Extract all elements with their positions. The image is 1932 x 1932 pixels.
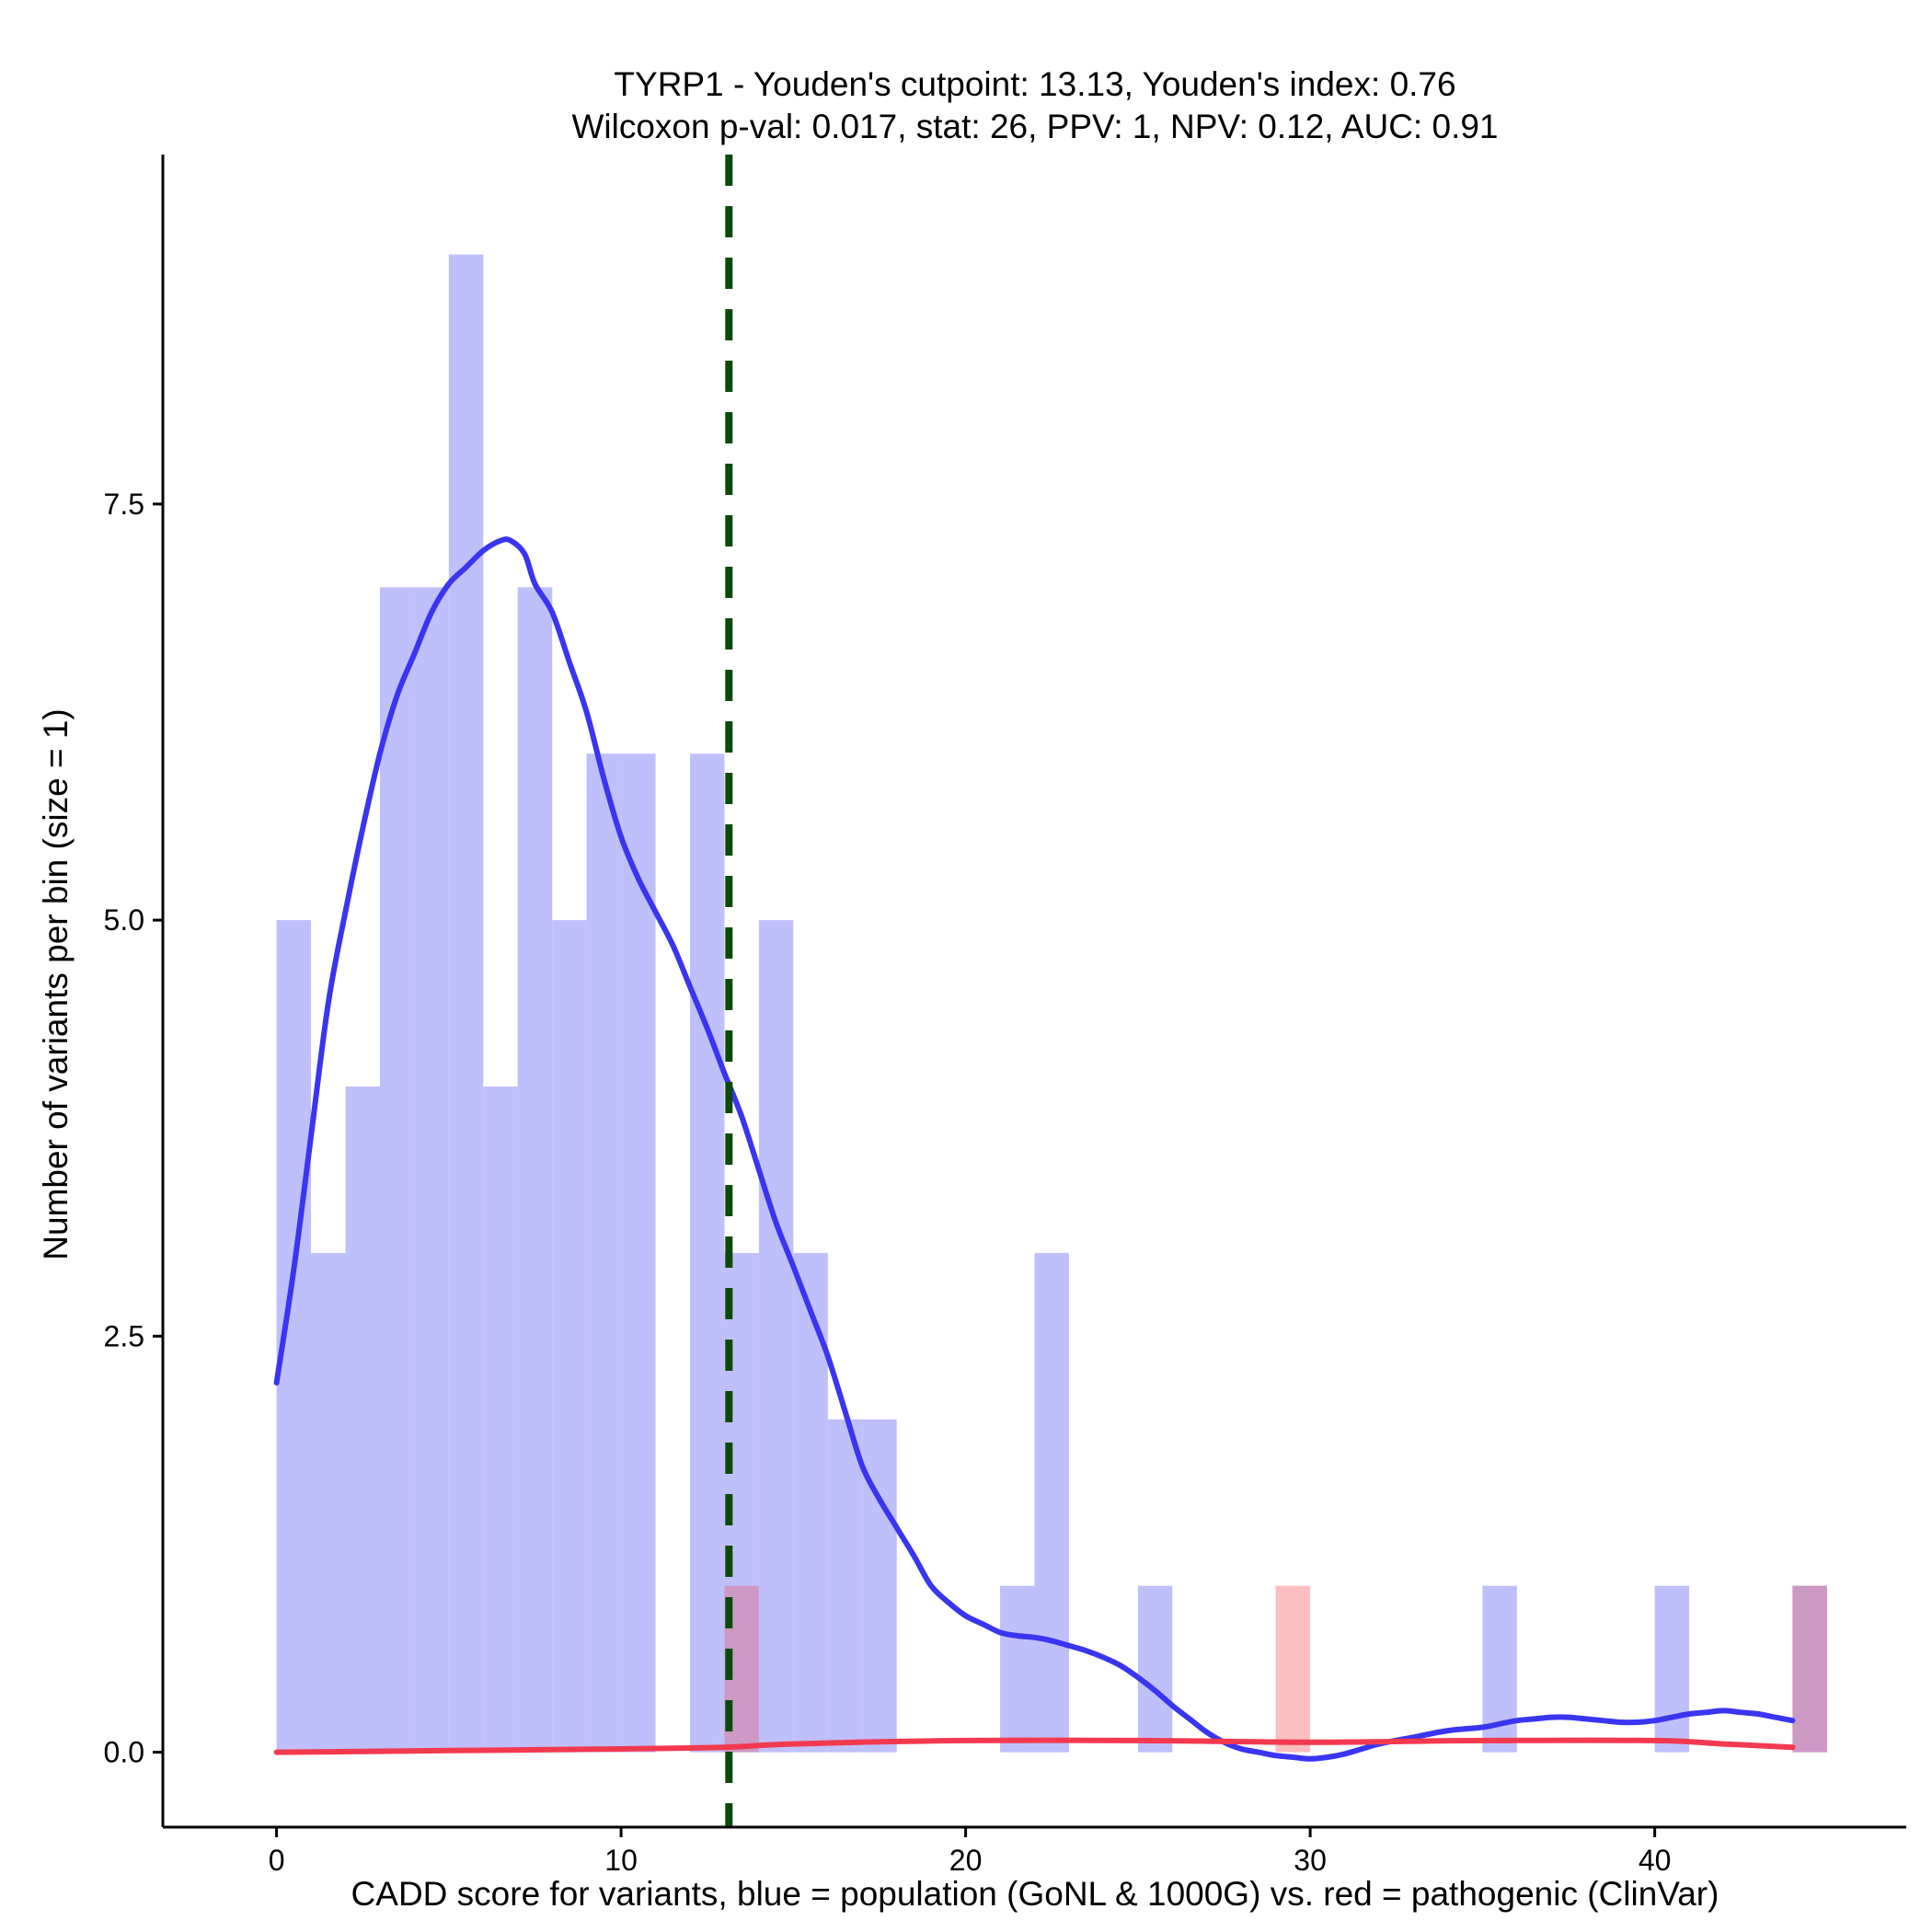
y-axis-label: Number of variants per bin (size = 1): [37, 708, 75, 1259]
population-bar: [758, 920, 794, 1753]
y-axis-ticks: 0.0 2.5 5.0 7.5: [104, 488, 163, 1769]
x-tick-label: 40: [1639, 1844, 1672, 1877]
population-bar: [621, 753, 656, 1753]
chart-title-line-1: TYRP1 - Youden's cutpoint: 13.13, Youden…: [614, 65, 1455, 103]
population-bars: [276, 254, 1827, 1753]
population-bar: [1034, 1252, 1069, 1753]
population-bar: [1654, 1585, 1690, 1753]
population-bar: [586, 753, 622, 1753]
population-density-curve: [273, 536, 1796, 1762]
population-bar: [793, 1252, 828, 1753]
x-tick-label: 10: [604, 1844, 638, 1877]
population-bar: [689, 753, 725, 1753]
x-tick-label: 20: [949, 1844, 983, 1877]
x-tick-label: 0: [269, 1844, 285, 1877]
population-bar: [414, 587, 449, 1753]
y-tick-label: 5.0: [104, 903, 144, 937]
population-bar: [1000, 1585, 1035, 1753]
population-bar: [827, 1419, 863, 1753]
x-axis-label: CADD score for variants, blue = populati…: [351, 1875, 1719, 1913]
population-bar: [345, 1087, 380, 1753]
y-tick-label: 0.0: [104, 1736, 144, 1769]
population-bar: [517, 587, 553, 1753]
population-bar: [311, 1252, 346, 1753]
chart-title-line-2: Wilcoxon p-val: 0.017, stat: 26, PPV: 1,…: [571, 108, 1498, 145]
x-axis-ticks: 0 10 20 30 40: [269, 1827, 1672, 1877]
population-bar: [862, 1419, 897, 1753]
population-bar: [448, 254, 484, 1753]
population-bar: [552, 920, 587, 1753]
population-bar: [483, 1087, 518, 1753]
pathogenic-bar: [1792, 1585, 1827, 1753]
y-tick-label: 2.5: [104, 1319, 144, 1352]
population-bar: [379, 587, 415, 1753]
x-tick-label: 30: [1294, 1844, 1327, 1877]
pathogenic-density-curve: [273, 1737, 1796, 1755]
y-tick-label: 7.5: [104, 488, 144, 521]
population-bar: [1137, 1585, 1173, 1753]
pathogenic-bar: [1275, 1585, 1311, 1753]
